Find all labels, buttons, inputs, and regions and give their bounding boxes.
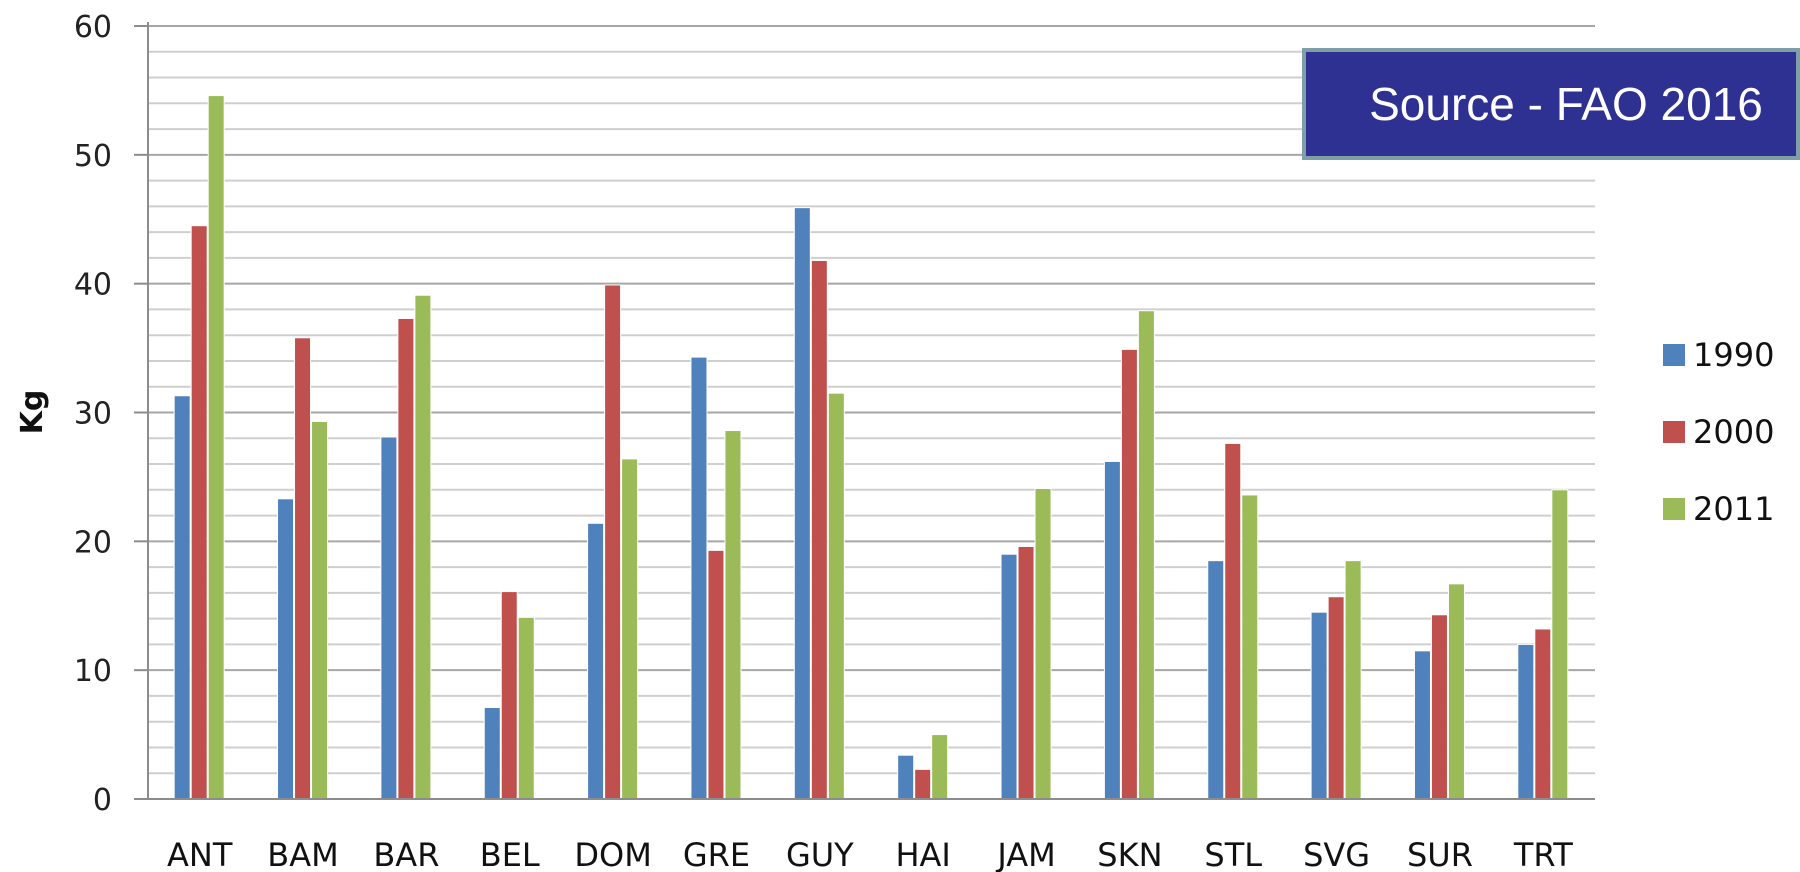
bar-sur-1990	[1413, 650, 1431, 800]
bar-stl-2011	[1241, 494, 1259, 800]
bar-guy-1990	[793, 207, 811, 800]
bar-bel-1990	[483, 707, 501, 800]
bar-bam-2000	[294, 337, 312, 800]
bar-svg-2000	[1327, 596, 1345, 800]
bar-bar-1990	[380, 436, 398, 800]
x-category-label: BEL	[480, 836, 540, 872]
bar-bel-2000	[500, 591, 518, 800]
bar-skn-1990	[1103, 460, 1121, 800]
bar-guy-2011	[827, 392, 845, 800]
legend-label-1990: 1990	[1693, 336, 1774, 374]
bar-jam-1990	[1000, 553, 1018, 800]
y-tick-label: 40	[74, 268, 112, 303]
y-axis-label: Kg	[15, 390, 50, 435]
bar-ant-2000	[190, 225, 208, 800]
bar-bam-1990	[277, 498, 295, 800]
bar-stl-1990	[1207, 560, 1225, 800]
bar-trt-2000	[1534, 628, 1552, 800]
y-tick-label: 50	[74, 139, 112, 174]
source-annotation-box: Source - FAO 2016	[1302, 48, 1800, 160]
x-category-label: HAI	[895, 836, 950, 872]
bar-sur-2011	[1447, 583, 1465, 800]
bar-ant-1990	[173, 395, 191, 800]
x-category-label: SKN	[1097, 836, 1162, 872]
bar-bel-2011	[517, 616, 535, 800]
bar-bar-2000	[397, 317, 415, 800]
source-annotation-text: Source - FAO 2016	[1369, 78, 1763, 130]
x-category-label: JAM	[995, 836, 1055, 872]
x-category-labels: ANT BAM BAR BEL DOM GRE GUY HAI JAM SKN STL SVG SUR T…	[167, 836, 1573, 872]
x-category-label: SVG	[1303, 836, 1370, 872]
y-tick-label: 20	[74, 525, 112, 560]
legend-label-2000: 2000	[1693, 413, 1774, 451]
legend-label-2011: 2011	[1693, 490, 1774, 528]
y-tick-label: 10	[74, 654, 112, 689]
bar-jam-2000	[1017, 545, 1035, 800]
bar-hai-2011	[931, 734, 949, 800]
bar-bam-2011	[311, 421, 329, 800]
bar-dom-2011	[621, 458, 639, 800]
legend-swatch-2000	[1663, 421, 1685, 443]
x-category-label: BAM	[267, 836, 338, 872]
bar-gre-2011	[724, 430, 742, 800]
y-tick-labels: 0 10 20 30 40 50 60	[74, 10, 112, 818]
legend-swatch-2011	[1663, 498, 1685, 520]
bar-dom-2000	[604, 284, 622, 800]
bar-trt-2011	[1551, 489, 1569, 800]
bar-skn-2011	[1137, 310, 1155, 800]
bar-hai-1990	[897, 754, 915, 800]
bar-guy-2000	[810, 259, 828, 800]
x-category-label: SUR	[1407, 836, 1473, 872]
legend-swatch-1990	[1663, 344, 1685, 366]
x-category-label: STL	[1204, 836, 1262, 872]
x-category-label: TRT	[1513, 836, 1573, 872]
legend: 1990 2000 2011	[1663, 336, 1774, 528]
bar-ant-2011	[207, 95, 225, 800]
bar-svg-2011	[1344, 560, 1362, 800]
bar-trt-1990	[1517, 643, 1535, 800]
bar-bar-2011	[414, 294, 432, 800]
bar-hai-2000	[914, 768, 932, 800]
bar-dom-1990	[587, 522, 605, 800]
bar-stl-2000	[1224, 442, 1242, 800]
bar-sur-2000	[1430, 614, 1448, 800]
bar-jam-2011	[1034, 488, 1052, 800]
x-category-label: GRE	[683, 836, 750, 872]
x-category-label: GUY	[786, 836, 854, 872]
y-tick-label: 30	[74, 397, 112, 432]
y-tick-label: 0	[93, 783, 112, 818]
bars	[173, 95, 1569, 800]
y-tick-label: 60	[74, 10, 112, 45]
x-category-label: BAR	[373, 836, 439, 872]
bar-gre-1990	[690, 356, 708, 800]
bar-svg-1990	[1310, 611, 1328, 800]
bar-gre-2000	[707, 549, 725, 800]
x-category-label: ANT	[167, 836, 233, 872]
axes	[134, 22, 1595, 800]
bar-skn-2000	[1120, 348, 1138, 800]
x-category-label: DOM	[574, 836, 651, 872]
